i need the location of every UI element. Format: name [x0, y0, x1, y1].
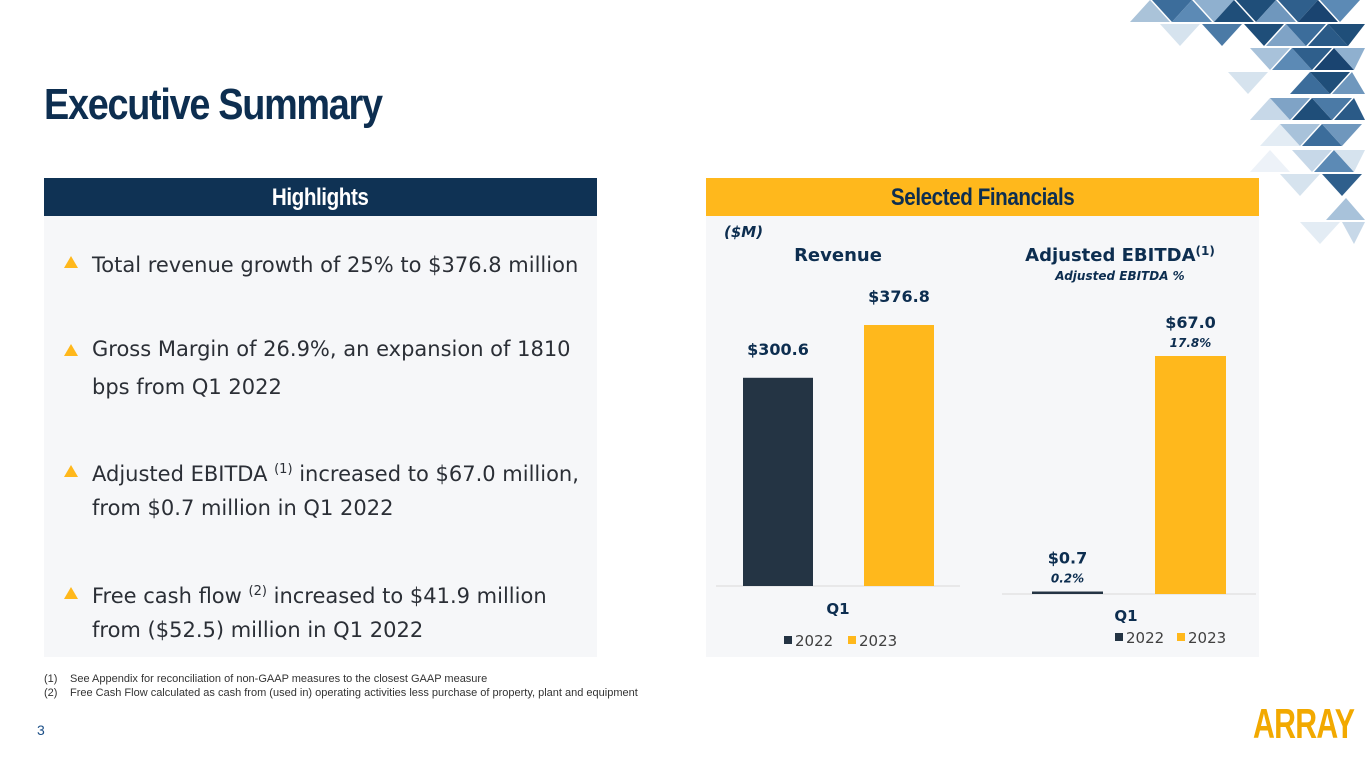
triangle-bullet-icon: [64, 256, 78, 268]
revenue-legend-2023: 2023: [859, 632, 897, 650]
ebitda-chart-title: Adjusted EBITDA(1): [1025, 244, 1215, 266]
ebitda-pct-label-2023: 17.8%: [1170, 336, 1212, 350]
page-title: Executive Summary: [44, 80, 383, 129]
ebitda-pct-label-2022: 0.2%: [1051, 572, 1084, 586]
financials-charts: ($M) Revenue $300.6 $376.8 Q1 2022 2023 …: [716, 223, 1256, 650]
footnote-1: (1) See Appendix for reconciliation of no…: [44, 673, 488, 685]
triangle-bullet-icon: [64, 344, 78, 356]
triangle-bullet-icon: [64, 465, 78, 477]
highlight-item: Adjusted EBITDA (1) increased to $67.0 m…: [44, 453, 584, 525]
ebitda-bar-2022: [1032, 591, 1103, 594]
highlights-header: Highlights: [44, 178, 597, 216]
revenue-bar-2022: [743, 377, 813, 586]
revenue-data-label-2023: $376.8: [868, 287, 930, 306]
ebitda-data-label-2022: $0.7: [1048, 549, 1087, 568]
revenue-chart-title: Revenue: [794, 245, 882, 266]
footnotes: (1) See Appendix for reconciliation of no…: [44, 672, 638, 700]
ebitda-legend-2023: 2023: [1188, 629, 1226, 647]
footnote-2: (2) Free Cash Flow calculated as cash fro…: [44, 687, 638, 699]
highlight-item: Free cash flow (2) increased to $41.9 mi…: [44, 575, 584, 647]
highlight-item: Total revenue growth of 25% to $376.8 mi…: [44, 244, 584, 282]
ebitda-category-label: Q1: [1114, 607, 1137, 625]
revenue-bar-2023: [864, 325, 934, 586]
ebitda-legend-2022: 2022: [1126, 629, 1164, 647]
ebitda-data-label-2023: $67.0: [1165, 313, 1216, 332]
highlight-item: Gross Margin of 26.9%, an expansion of 1…: [44, 332, 584, 404]
legend-swatch-2022: [1115, 633, 1123, 641]
legend-swatch-2022: [784, 636, 792, 644]
units-label: ($M): [724, 223, 763, 241]
ebitda-chart-subtitle: Adjusted EBITDA %: [1054, 269, 1184, 283]
highlights-panel: Total revenue growth of 25% to $376.8 mi…: [44, 216, 597, 657]
revenue-data-label-2022: $300.6: [747, 340, 809, 359]
legend-swatch-2023: [848, 636, 856, 644]
decorative-triangle-pattern: [1130, 0, 1365, 244]
revenue-legend-2022: 2022: [795, 632, 833, 650]
selected-financials-header: Selected Financials: [706, 178, 1259, 216]
triangle-bullet-icon: [64, 587, 78, 599]
page-number: 3: [37, 722, 45, 738]
ebitda-bar-2023: [1155, 356, 1226, 594]
array-logo: ARRAY: [1253, 700, 1355, 747]
legend-swatch-2023: [1177, 633, 1185, 641]
revenue-category-label: Q1: [826, 600, 849, 618]
